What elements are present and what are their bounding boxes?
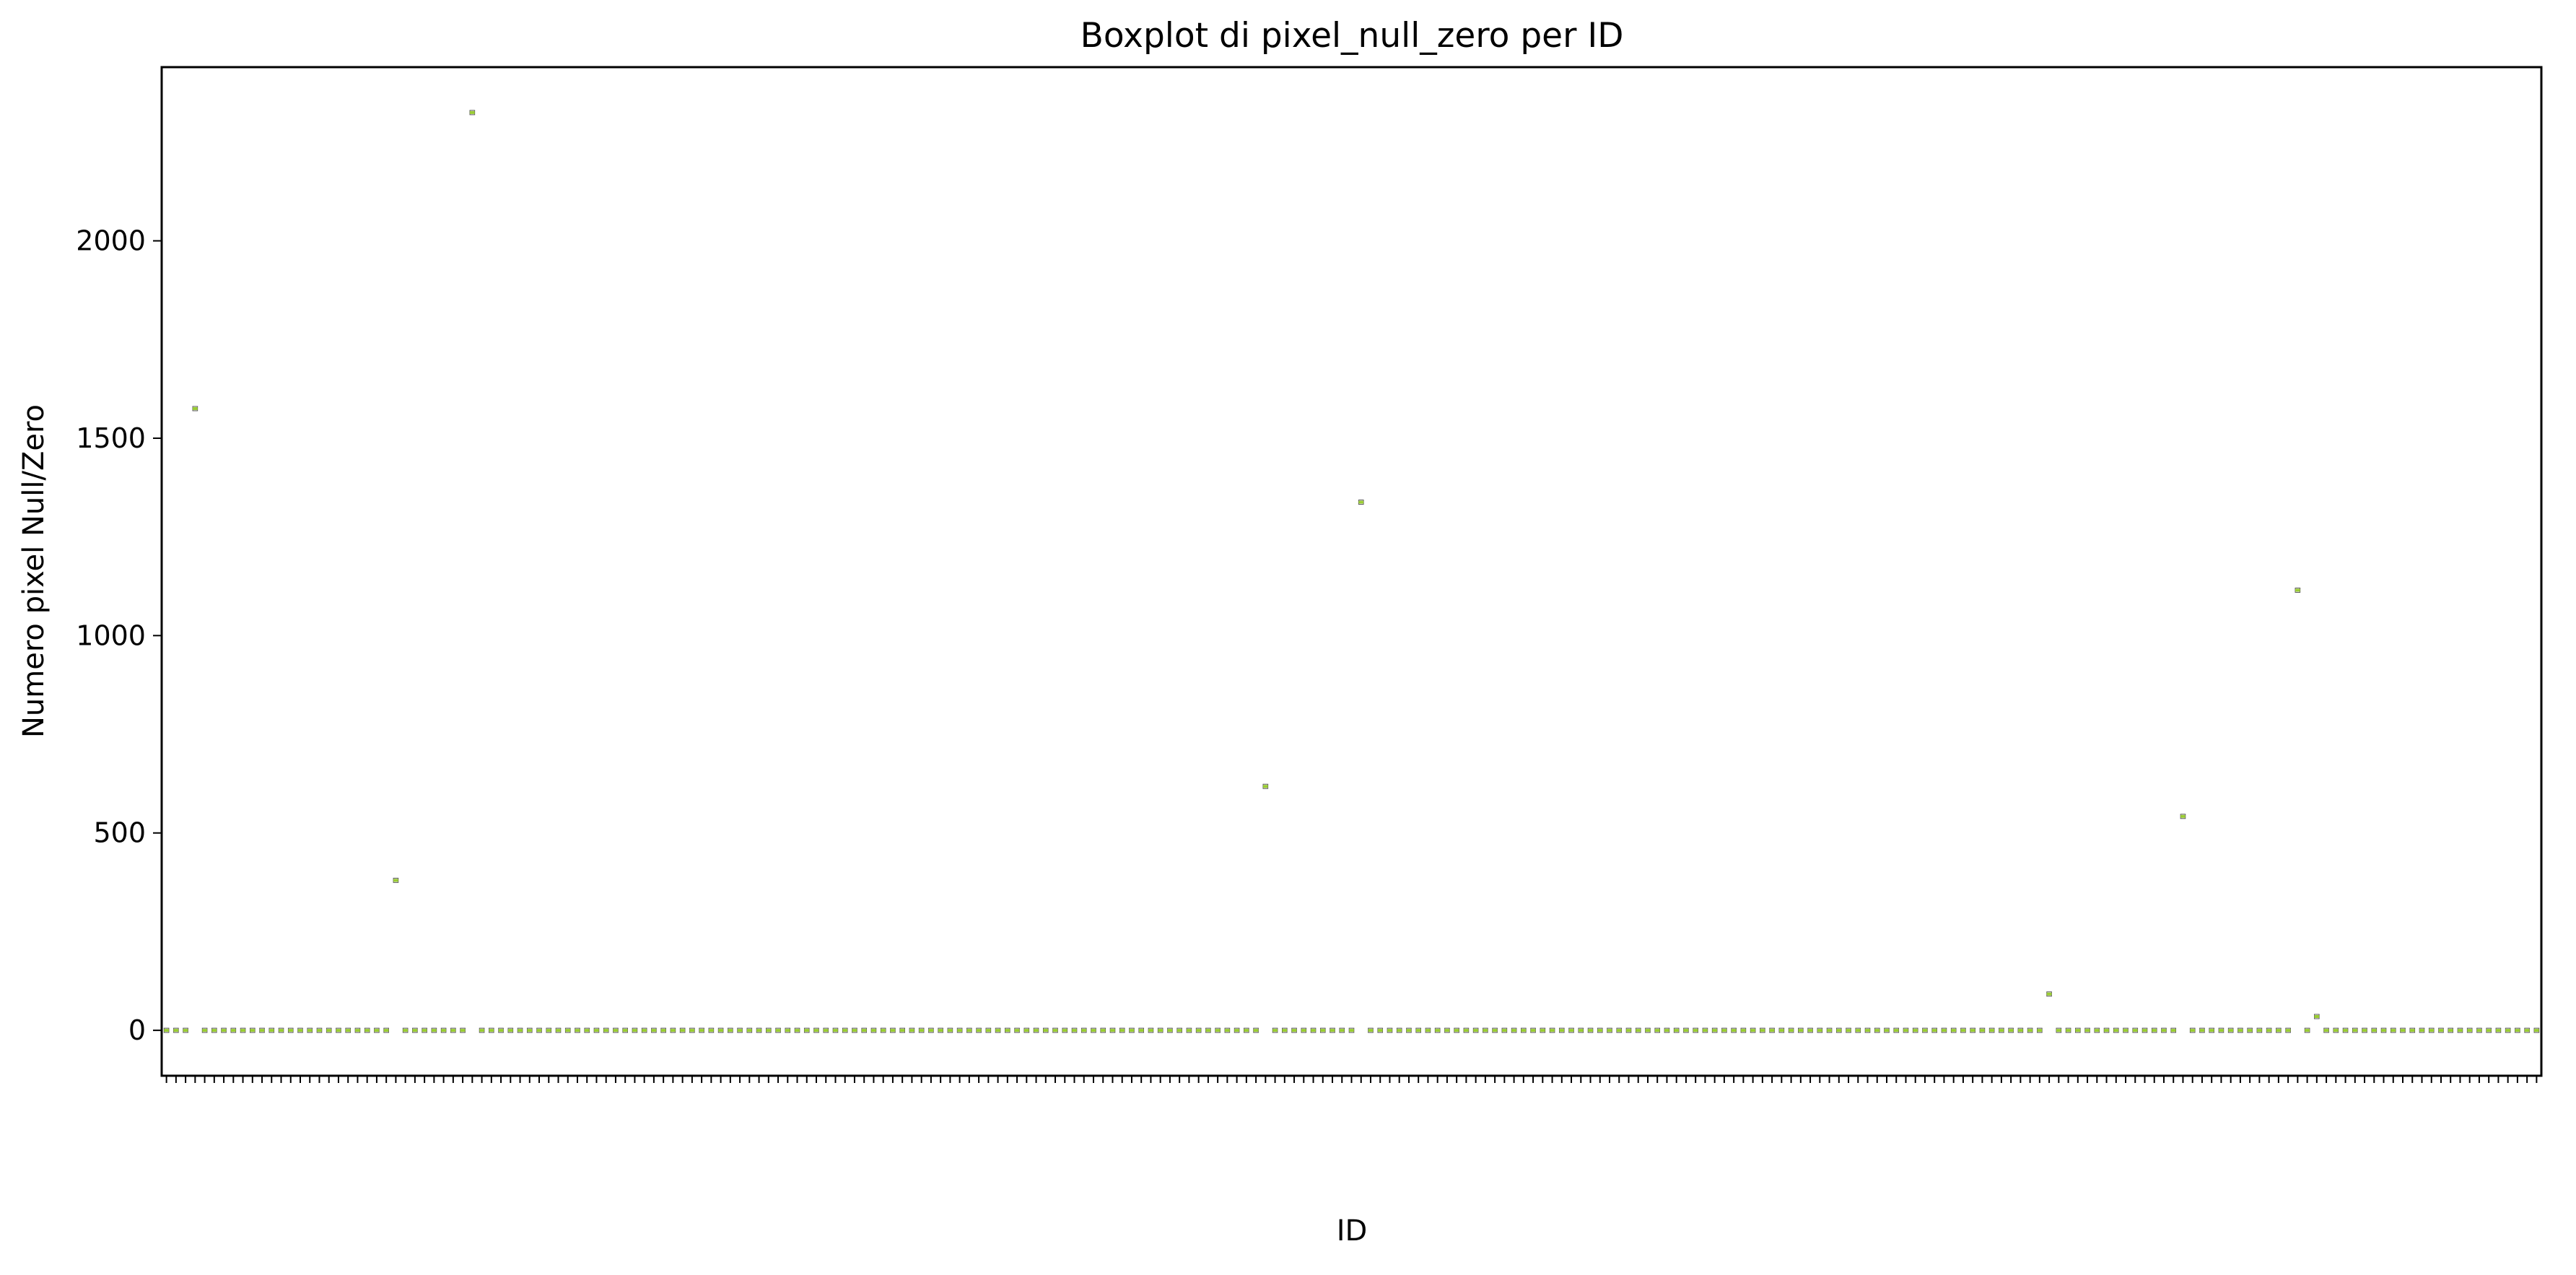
y-tick-label: 1500 bbox=[76, 422, 146, 454]
y-axis-ticks: 0 500 1000 1500 2000 bbox=[76, 225, 162, 1046]
y-tick-label: 2000 bbox=[76, 225, 146, 257]
chart-title: Boxplot di pixel_null_zero per ID bbox=[1080, 16, 1624, 56]
y-axis-label: Numero pixel Null/Zero bbox=[17, 404, 51, 738]
x-axis-ticks bbox=[165, 1076, 2538, 1083]
y-tick-label: 500 bbox=[93, 817, 146, 849]
plot-marks bbox=[163, 110, 2540, 1033]
plot-frame bbox=[160, 66, 2543, 1077]
x-axis-label: ID bbox=[1337, 1214, 1368, 1248]
y-tick-label: 0 bbox=[128, 1014, 146, 1046]
y-tick-label: 1000 bbox=[76, 619, 146, 651]
